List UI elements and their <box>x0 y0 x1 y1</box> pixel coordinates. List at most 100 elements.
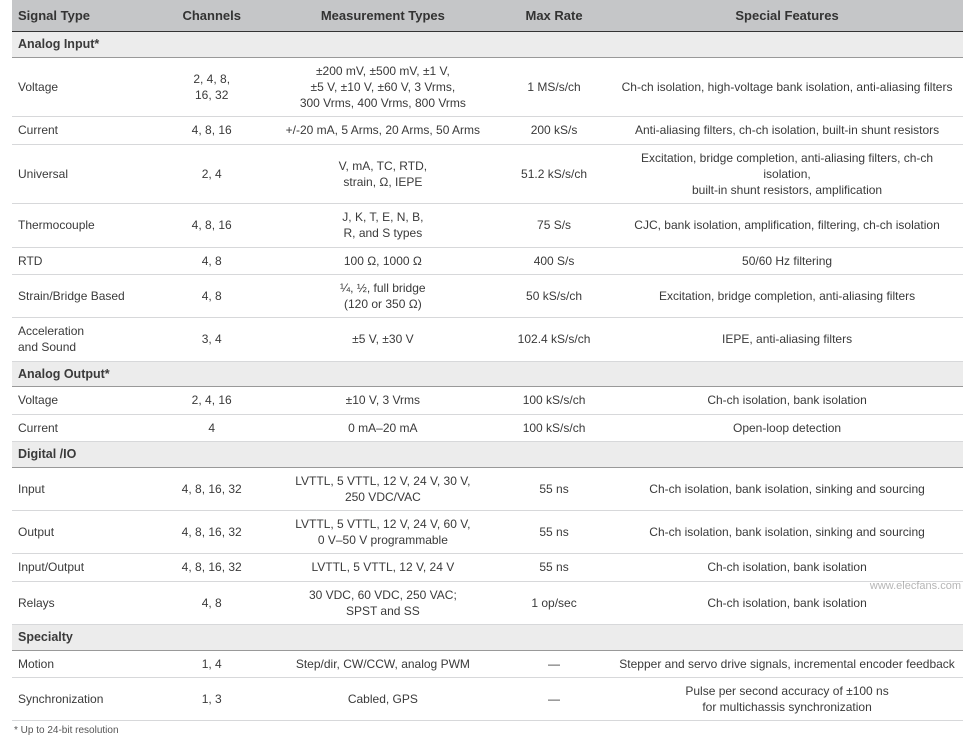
cell-signal: Current <box>12 117 155 144</box>
cell-signal: RTD <box>12 247 155 274</box>
cell-rate: 55 ns <box>497 511 611 554</box>
cell-types: ±10 V, 3 Vrms <box>269 387 497 414</box>
cell-features: Anti-aliasing filters, ch-ch isolation, … <box>611 117 963 144</box>
cell-channels: 4, 8, 16 <box>155 117 269 144</box>
cell-channels: 4, 8, 16, 32 <box>155 554 269 581</box>
cell-types: Cabled, GPS <box>269 678 497 721</box>
cell-types: ±200 mV, ±500 mV, ±1 V,±5 V, ±10 V, ±60 … <box>269 57 497 117</box>
cell-rate: 102.4 kS/s/ch <box>497 318 611 361</box>
cell-channels: 1, 4 <box>155 650 269 677</box>
cell-features: Ch-ch isolation, bank isolation <box>611 554 963 581</box>
section-title: Analog Output* <box>12 361 963 387</box>
cell-signal: Accelerationand Sound <box>12 318 155 361</box>
cell-channels: 2, 4, 16 <box>155 387 269 414</box>
cell-rate: 55 ns <box>497 554 611 581</box>
cell-channels: 4, 8, 16, 32 <box>155 511 269 554</box>
cell-types: Step/dir, CW/CCW, analog PWM <box>269 650 497 677</box>
cell-rate: 1 op/sec <box>497 581 611 624</box>
cell-types: LVTTL, 5 VTTL, 12 V, 24 V, 30 V,250 VDC/… <box>269 467 497 510</box>
cell-types: LVTTL, 5 VTTL, 12 V, 24 V <box>269 554 497 581</box>
cell-features: IEPE, anti-aliasing filters <box>611 318 963 361</box>
cell-types: ¼, ½, full bridge(120 or 350 Ω) <box>269 274 497 317</box>
table-row: Thermocouple4, 8, 16J, K, T, E, N, B,R, … <box>12 204 963 247</box>
section-row: Analog Output* <box>12 361 963 387</box>
cell-rate: 400 S/s <box>497 247 611 274</box>
cell-signal: Current <box>12 414 155 441</box>
cell-features: Pulse per second accuracy of ±100 nsfor … <box>611 678 963 721</box>
cell-signal: Motion <box>12 650 155 677</box>
cell-types: ±5 V, ±30 V <box>269 318 497 361</box>
cell-rate: 75 S/s <box>497 204 611 247</box>
table-row: Relays4, 830 VDC, 60 VDC, 250 VAC;SPST a… <box>12 581 963 624</box>
cell-signal: Synchronization <box>12 678 155 721</box>
cell-features: Ch-ch isolation, bank isolation, sinking… <box>611 511 963 554</box>
cell-channels: 3, 4 <box>155 318 269 361</box>
cell-channels: 4, 8 <box>155 274 269 317</box>
table-row: Output4, 8, 16, 32LVTTL, 5 VTTL, 12 V, 2… <box>12 511 963 554</box>
table-row: Input4, 8, 16, 32LVTTL, 5 VTTL, 12 V, 24… <box>12 467 963 510</box>
cell-signal: Voltage <box>12 57 155 117</box>
cell-channels: 2, 4, 8,16, 32 <box>155 57 269 117</box>
cell-features: Excitation, bridge completion, anti-alia… <box>611 144 963 204</box>
table-row: Voltage2, 4, 16±10 V, 3 Vrms100 kS/s/chC… <box>12 387 963 414</box>
cell-types: 0 mA–20 mA <box>269 414 497 441</box>
table-row: Current40 mA–20 mA100 kS/s/chOpen-loop d… <box>12 414 963 441</box>
section-title: Digital /IO <box>12 441 963 467</box>
col-signal-type: Signal Type <box>12 0 155 32</box>
cell-rate: 200 kS/s <box>497 117 611 144</box>
table-row: RTD4, 8100 Ω, 1000 Ω400 S/s50/60 Hz filt… <box>12 247 963 274</box>
table-row: Input/Output4, 8, 16, 32LVTTL, 5 VTTL, 1… <box>12 554 963 581</box>
cell-types: V, mA, TC, RTD,strain, Ω, IEPE <box>269 144 497 204</box>
cell-channels: 4, 8, 16, 32 <box>155 467 269 510</box>
cell-features: Ch-ch isolation, high-voltage bank isola… <box>611 57 963 117</box>
table-row: Synchronization1, 3Cabled, GPS—Pulse per… <box>12 678 963 721</box>
cell-signal: Universal <box>12 144 155 204</box>
cell-types: LVTTL, 5 VTTL, 12 V, 24 V, 60 V,0 V–50 V… <box>269 511 497 554</box>
cell-channels: 4 <box>155 414 269 441</box>
cell-types: J, K, T, E, N, B,R, and S types <box>269 204 497 247</box>
cell-features: Ch-ch isolation, bank isolation, sinking… <box>611 467 963 510</box>
col-special-features: Special Features <box>611 0 963 32</box>
cell-signal: Input <box>12 467 155 510</box>
cell-channels: 4, 8, 16 <box>155 204 269 247</box>
col-channels: Channels <box>155 0 269 32</box>
table-row: Strain/Bridge Based4, 8¼, ½, full bridge… <box>12 274 963 317</box>
cell-signal: Relays <box>12 581 155 624</box>
cell-rate: 50 kS/s/ch <box>497 274 611 317</box>
cell-types: 100 Ω, 1000 Ω <box>269 247 497 274</box>
cell-channels: 4, 8 <box>155 247 269 274</box>
cell-rate: 51.2 kS/s/ch <box>497 144 611 204</box>
cell-features: Ch-ch isolation, bank isolation <box>611 387 963 414</box>
cell-rate: 55 ns <box>497 467 611 510</box>
cell-types: 30 VDC, 60 VDC, 250 VAC;SPST and SS <box>269 581 497 624</box>
table-row: Universal2, 4V, mA, TC, RTD,strain, Ω, I… <box>12 144 963 204</box>
cell-features: Stepper and servo drive signals, increme… <box>611 650 963 677</box>
cell-signal: Strain/Bridge Based <box>12 274 155 317</box>
cell-features: CJC, bank isolation, amplification, filt… <box>611 204 963 247</box>
footnote: * Up to 24-bit resolution <box>12 721 963 736</box>
cell-rate: — <box>497 678 611 721</box>
section-title: Specialty <box>12 624 963 650</box>
section-row: Digital /IO <box>12 441 963 467</box>
header-row: Signal Type Channels Measurement Types M… <box>12 0 963 32</box>
cell-channels: 2, 4 <box>155 144 269 204</box>
cell-types: +/-20 mA, 5 Arms, 20 Arms, 50 Arms <box>269 117 497 144</box>
col-max-rate: Max Rate <box>497 0 611 32</box>
section-row: Specialty <box>12 624 963 650</box>
cell-features: 50/60 Hz filtering <box>611 247 963 274</box>
cell-rate: — <box>497 650 611 677</box>
table-row: Accelerationand Sound3, 4±5 V, ±30 V102.… <box>12 318 963 361</box>
cell-features: Ch-ch isolation, bank isolation <box>611 581 963 624</box>
cell-signal: Input/Output <box>12 554 155 581</box>
cell-signal: Output <box>12 511 155 554</box>
cell-features: Open-loop detection <box>611 414 963 441</box>
table-row: Current4, 8, 16+/-20 mA, 5 Arms, 20 Arms… <box>12 117 963 144</box>
cell-signal: Thermocouple <box>12 204 155 247</box>
cell-features: Excitation, bridge completion, anti-alia… <box>611 274 963 317</box>
section-row: Analog Input* <box>12 32 963 58</box>
table-row: Voltage2, 4, 8,16, 32±200 mV, ±500 mV, ±… <box>12 57 963 117</box>
section-title: Analog Input* <box>12 32 963 58</box>
cell-signal: Voltage <box>12 387 155 414</box>
cell-rate: 1 MS/s/ch <box>497 57 611 117</box>
spec-table: Signal Type Channels Measurement Types M… <box>12 0 963 721</box>
